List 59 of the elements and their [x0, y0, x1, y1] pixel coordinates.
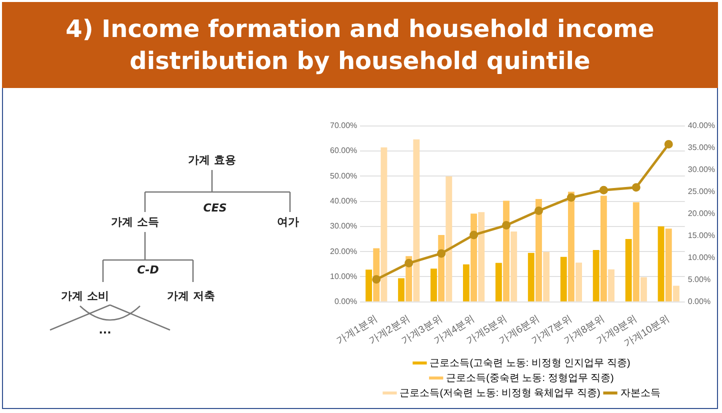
y2-tick-label: 0.00% — [688, 297, 711, 306]
bar — [510, 231, 518, 302]
bar — [568, 192, 574, 302]
legend-label: 자본소득 — [620, 388, 660, 399]
bar — [672, 286, 680, 302]
bar — [658, 226, 664, 302]
bar — [398, 278, 404, 302]
y-tick-label: 30.00% — [330, 222, 358, 231]
y2-tick-label: 25.00% — [688, 187, 716, 196]
bar — [543, 252, 550, 302]
bar — [462, 264, 470, 302]
y2-tick-label: 40.00% — [688, 121, 716, 130]
y-tick-label: 70.00% — [330, 121, 358, 130]
bar — [536, 199, 542, 302]
bar — [380, 147, 388, 302]
bar — [592, 250, 600, 302]
bar — [632, 202, 640, 302]
legend-label: 근로소득(중숙련 노동: 정형업무 직종) — [446, 372, 614, 384]
bar — [446, 176, 452, 302]
y2-tick-label: 35.00% — [688, 143, 716, 152]
bar — [576, 262, 582, 302]
bar — [503, 200, 510, 302]
y2-tick-label: 15.00% — [688, 231, 716, 240]
bar — [413, 139, 420, 302]
y2-tick-label: 20.00% — [688, 209, 716, 218]
point — [404, 258, 414, 268]
y2-tick-label: 30.00% — [688, 165, 716, 174]
legend-label: 근로소득(고숙련 노동: 비정형 인지업무 직종) — [430, 358, 630, 369]
point — [470, 230, 478, 240]
y-tick-label: 10.00% — [330, 272, 358, 281]
text: 4) Income formation and household income distribution by household quintile — [2, 2, 718, 88]
point — [502, 221, 511, 230]
y-tick-label: 0.00% — [334, 297, 358, 306]
bar — [608, 269, 614, 302]
bar — [640, 277, 647, 302]
point — [632, 183, 640, 192]
y2-tick-label: 5.00% — [688, 275, 711, 284]
point — [664, 140, 673, 149]
legend-label: 근로소득(저숙련 노동: 비정형 육체업무 직종) — [400, 388, 600, 399]
point — [599, 186, 608, 194]
y-tick-label: 20.00% — [330, 246, 358, 256]
bar — [528, 252, 534, 302]
bar — [430, 268, 437, 302]
y2-tick-label: 10.00% — [688, 253, 716, 262]
bar — [625, 238, 632, 302]
point — [437, 249, 446, 258]
bar — [366, 270, 372, 302]
y-tick-label: 50.00% — [330, 171, 358, 180]
y-tick-label: 60.00% — [330, 146, 358, 156]
bar — [478, 212, 485, 302]
point — [566, 193, 576, 202]
point — [534, 206, 543, 216]
bar — [495, 262, 502, 302]
bar — [665, 228, 672, 302]
bar — [560, 256, 567, 302]
bar — [600, 196, 607, 302]
bar — [470, 214, 478, 302]
point — [372, 275, 381, 284]
y-tick-label: 40.00% — [330, 196, 358, 206]
